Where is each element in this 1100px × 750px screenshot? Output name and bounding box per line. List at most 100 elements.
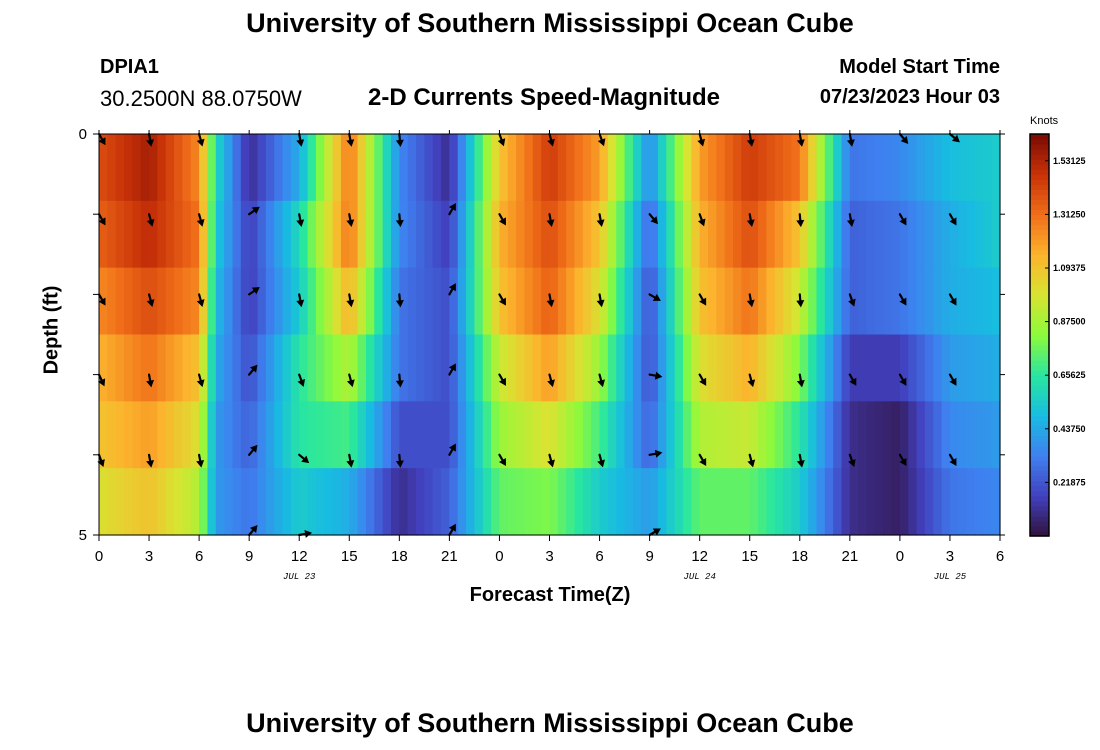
heatmap-cell (115, 267, 125, 336)
colorbar-segment (1030, 500, 1049, 507)
colorbar: 1.53125 1.31250 1.09375 0.87500 0.65625 0.437… (1029, 115, 1086, 537)
heatmap-cell (983, 468, 993, 536)
station-id: DPIA1 (100, 56, 159, 78)
colorbar-tick-label: 1.53125 (1053, 156, 1086, 166)
current-arrow (196, 132, 205, 147)
heatmap-cell (774, 200, 784, 269)
heatmap-cell (124, 134, 133, 202)
heatmap-cell (140, 334, 150, 402)
x-tick-label: 3 (145, 548, 153, 565)
heatmap-cell (866, 200, 876, 269)
heatmap-cell (616, 468, 626, 536)
heatmap-cell (491, 468, 501, 536)
heatmap-cell (783, 134, 793, 202)
heatmap-cell (691, 334, 701, 402)
heatmap-cell (516, 468, 526, 536)
heatmap-cell (741, 401, 751, 469)
heatmap-cell (99, 468, 108, 536)
current-arrow (298, 530, 313, 538)
heatmap-cell (240, 401, 250, 469)
heatmap-cell (424, 200, 434, 269)
colorbar-segment (1030, 365, 1049, 371)
colorbar-segment (1030, 309, 1049, 316)
heatmap-cell (749, 200, 759, 269)
heatmap-cell (299, 334, 309, 402)
heatmap-cell (382, 468, 392, 536)
colorbar-segment (1030, 480, 1049, 487)
heatmap-cell (974, 134, 984, 202)
heatmap-cell (599, 200, 609, 269)
heatmap-cell (124, 200, 133, 269)
heatmap-cell (874, 134, 884, 202)
colorbar-segment (1030, 189, 1049, 195)
heatmap-cell (416, 401, 425, 469)
colorbar-segment (1030, 149, 1049, 155)
heatmap-cell (482, 267, 492, 336)
heatmap-cell (416, 334, 425, 402)
heatmap-cell (257, 401, 267, 469)
heatmap-cell (891, 134, 901, 202)
colorbar-tick-label: 1.09375 (1053, 263, 1086, 273)
heatmap-cell (916, 401, 926, 469)
heatmap-cell (766, 267, 776, 336)
heatmap-cell (107, 334, 117, 402)
current-arrow (596, 293, 605, 308)
heatmap-cell (649, 267, 659, 336)
current-arrow (547, 132, 555, 147)
current-arrow (596, 213, 605, 228)
current-arrow (796, 132, 805, 147)
heatmap-cell (107, 267, 117, 336)
heatmap-cell (883, 200, 893, 269)
heatmap-cell (466, 401, 476, 469)
heatmap-cell (941, 267, 951, 336)
heatmap-cell (899, 134, 909, 202)
heatmap-cell (749, 468, 759, 536)
heatmap-cell (566, 468, 576, 536)
current-arrow (448, 443, 456, 456)
heatmap-cell (699, 334, 709, 402)
heatmap-cell (449, 401, 459, 469)
heatmap-cell (190, 267, 200, 336)
heatmap-cell (407, 401, 417, 469)
current-arrow (97, 293, 106, 306)
heatmap-cell (349, 134, 359, 202)
heatmap-cell (724, 134, 734, 202)
x-tick-label: 12 (691, 548, 708, 565)
heatmap-cell (432, 468, 442, 536)
heatmap-cell (249, 267, 259, 336)
heatmap-cell (716, 334, 726, 402)
heatmap-cell (716, 401, 726, 469)
heatmap-cell (324, 200, 334, 269)
colorbar-segment (1030, 525, 1049, 532)
heatmap-cell (457, 334, 467, 402)
colorbar-segment (1030, 279, 1049, 286)
heatmap-cell (416, 200, 425, 269)
current-arrow (746, 132, 755, 147)
heatmap-cell (524, 134, 534, 202)
heatmap-cell (399, 134, 409, 202)
current-arrow (395, 132, 404, 147)
heatmap-cell (724, 468, 734, 536)
heatmap-cell (516, 267, 526, 336)
colorbar-segment (1030, 390, 1049, 396)
heatmap-cell (232, 134, 242, 202)
current-arrow (898, 453, 907, 467)
heatmap-cell (649, 134, 659, 202)
heatmap-cell (833, 200, 843, 269)
colorbar-segment (1030, 355, 1049, 361)
heatmap-cell (474, 334, 484, 402)
heatmap-cell (441, 200, 450, 269)
heatmap-cell (449, 134, 459, 202)
colorbar-segment (1030, 530, 1049, 537)
heatmap-cell (315, 334, 325, 402)
heatmap-cell (307, 200, 317, 269)
colorbar-segment (1030, 254, 1049, 261)
heatmap-cell (908, 468, 918, 536)
heatmap-cell (457, 401, 467, 469)
heatmap-cell (958, 134, 968, 202)
heatmap-cell (624, 267, 634, 336)
current-arrow (346, 373, 355, 388)
heatmap-cell (115, 200, 125, 269)
heatmap-cell (374, 267, 384, 336)
heatmap-cell (874, 468, 884, 536)
